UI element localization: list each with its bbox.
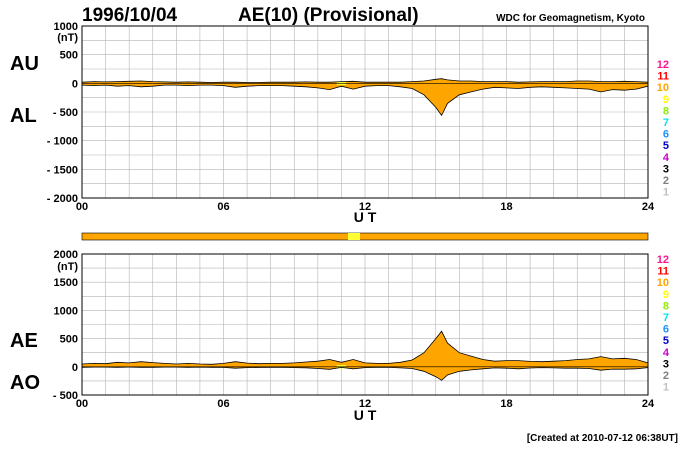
station-coverage-bar	[81, 232, 649, 241]
au-al-area	[81, 78, 649, 117]
level-scale-label: 4	[663, 347, 670, 359]
au-al-plot-frame	[81, 25, 649, 199]
y-tick-label: - 1500	[47, 164, 78, 176]
ae-ao-area	[81, 330, 649, 381]
au-al-y-ticks: 1000 500 0 - 500 - 1000 - 1500 - 2000	[47, 21, 78, 205]
y-tick-label: 500	[60, 50, 78, 62]
y-tick-label: 0	[72, 78, 78, 90]
y-tick-label: 1000	[54, 305, 78, 317]
ae-ao-plot-frame	[81, 253, 649, 396]
au-al-unit-label: (nT)	[57, 32, 78, 44]
x-tick-label: 12	[359, 398, 371, 410]
series-line-lower	[81, 84, 649, 117]
ae-ao-x-axis-label: U T	[354, 407, 377, 423]
x-tick-label: 18	[500, 201, 512, 213]
x-tick-label: 00	[76, 398, 88, 410]
ae-ao-grid	[82, 254, 648, 395]
y-tick-label: 500	[60, 334, 78, 346]
level-scale-label: 11	[657, 266, 669, 278]
y-tick-label: - 500	[53, 390, 78, 402]
y-tick-label: - 2000	[47, 193, 78, 205]
level-scale-label: 10	[657, 82, 669, 94]
level-scale-label: 12	[657, 59, 669, 71]
y-tick-label: 1500	[54, 277, 78, 289]
x-tick-label: 06	[217, 201, 229, 213]
x-tick-label: 12	[359, 201, 371, 213]
level-scale-label: 12	[657, 254, 669, 266]
level-scale-label: 1	[663, 382, 669, 394]
y-tick-label: - 500	[53, 107, 78, 119]
level-scale-label: 11	[657, 71, 669, 83]
au-al-grid	[82, 26, 648, 198]
level-scale-label: 5	[663, 335, 669, 347]
x-tick-label: 00	[76, 201, 88, 213]
coverage-bar-low-segment	[348, 233, 360, 240]
y-tick-label: - 1000	[47, 136, 78, 148]
date-heading: 1996/10/04	[82, 5, 178, 26]
x-tick-label: 24	[642, 398, 655, 410]
level-scale-label: 4	[663, 152, 670, 164]
chart-title: AE(10) (Provisional)	[238, 5, 419, 26]
ae-ao-y-ticks: 2000 1500 1000 500 0 - 500	[53, 249, 78, 402]
level-scale-label: 10	[657, 277, 669, 289]
series-line-upper	[81, 78, 649, 83]
level-scale-label: 3	[663, 163, 669, 175]
au-al-x-axis-label: U T	[354, 209, 377, 225]
level-scale-label: 7	[663, 117, 669, 129]
created-timestamp: [Created at 2010-07-12 06:38UT]	[527, 433, 678, 444]
x-tick-label: 18	[500, 398, 512, 410]
ae-label: AE	[10, 330, 38, 352]
level-scale-label: 7	[663, 312, 669, 324]
level-scale-label: 1	[663, 187, 669, 199]
level-scale-label: 3	[663, 358, 669, 370]
ae-ao-unit-label: (nT)	[57, 261, 78, 273]
ae-ao-x-ticks: 00 06 12 18 24	[76, 398, 655, 410]
data-source: WDC for Geomagnetism, Kyoto	[496, 13, 645, 24]
al-label: AL	[10, 105, 37, 127]
ao-label: AO	[10, 372, 40, 394]
level-scale-label: 2	[663, 175, 669, 187]
level-scale-label: 9	[663, 289, 669, 301]
coverage-bar-fill	[81, 232, 649, 241]
au-al-x-ticks: 00 06 12 18 24	[76, 201, 655, 213]
level-scale-label: 6	[663, 129, 669, 141]
level-scale-label: 2	[663, 370, 669, 382]
level-scale-label: 5	[663, 140, 669, 152]
level-scale-label: 8	[663, 300, 669, 312]
level-scale-label: 8	[663, 105, 669, 117]
level-scale-label: 6	[663, 324, 669, 336]
y-tick-label: 0	[72, 362, 78, 374]
au-label: AU	[10, 53, 39, 75]
y-tick-label: 1000	[54, 21, 78, 33]
x-tick-label: 06	[217, 398, 229, 410]
series-line-upper	[81, 330, 649, 365]
x-tick-label: 24	[642, 201, 655, 213]
level-scale-label: 9	[663, 94, 669, 106]
y-tick-label: 2000	[54, 249, 78, 261]
